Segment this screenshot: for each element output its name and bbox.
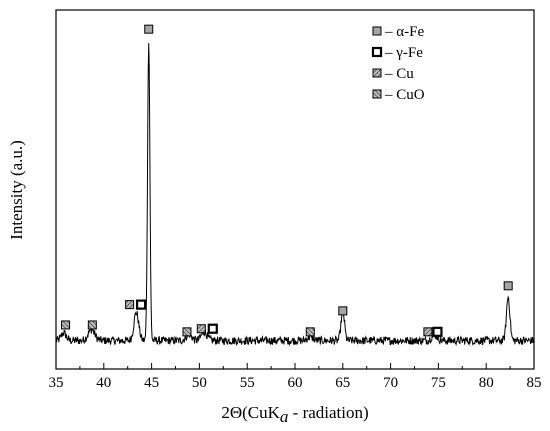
x-axis-tick-labels: 35 40 45 50 55 60 65 70 75 80 85 <box>49 375 542 391</box>
x-axis-ticks <box>55 363 535 369</box>
x-tick-label: 45 <box>144 375 159 391</box>
x-tick-label: 50 <box>192 375 207 391</box>
legend-marker-cuo <box>372 89 382 99</box>
x-tick-label: 75 <box>431 375 446 391</box>
x-tick-label: 35 <box>49 375 64 391</box>
marker-cuo <box>305 327 315 337</box>
marker-gamma-fe <box>432 326 443 337</box>
marker-cu <box>196 324 206 334</box>
x-tick-label: 85 <box>527 375 542 391</box>
marker-cuo <box>87 320 97 330</box>
x-tick-label: 70 <box>383 375 398 391</box>
legend: – α-Fe – γ-Fe – Cu – CuO <box>371 24 425 103</box>
x-tick-label: 80 <box>479 375 494 391</box>
marker-cu <box>423 327 433 337</box>
x-tick-label: 65 <box>335 375 350 391</box>
x-axis-label: 2Θ(CuKa - radiation) <box>221 403 368 426</box>
legend-marker-cu <box>372 68 382 78</box>
marker-cuo <box>61 320 71 330</box>
legend-label-alpha-fe: – α-Fe <box>384 24 424 40</box>
series-line <box>55 43 535 347</box>
marker-cu <box>125 300 135 310</box>
marker-alpha-fe <box>144 24 154 34</box>
x-axis-label-tail: - radiation) <box>288 403 368 422</box>
legend-label-gamma-fe: – γ-Fe <box>384 45 423 61</box>
x-tick-label: 40 <box>96 375 111 391</box>
x-tick-label: 55 <box>240 375 255 391</box>
marker-gamma-fe <box>207 323 218 334</box>
plot-frame <box>55 9 535 370</box>
x-tick-label: 60 <box>288 375 303 391</box>
x-axis-label-main: 2Θ(CuK <box>221 403 280 422</box>
marker-cuo <box>182 327 192 337</box>
legend-marker-gamma-fe <box>371 46 383 58</box>
x-axis-label-sub: a <box>280 407 289 426</box>
marker-alpha-fe <box>503 281 513 291</box>
marker-gamma-fe <box>135 299 147 310</box>
marker-alpha-fe <box>338 306 348 316</box>
phase-markers <box>61 24 513 337</box>
legend-marker-alpha-fe <box>372 26 382 36</box>
legend-label-cuo: – CuO <box>384 87 425 103</box>
legend-label-cu: – Cu <box>384 66 414 82</box>
y-axis-label: Intensity (a.u.) <box>7 140 26 240</box>
